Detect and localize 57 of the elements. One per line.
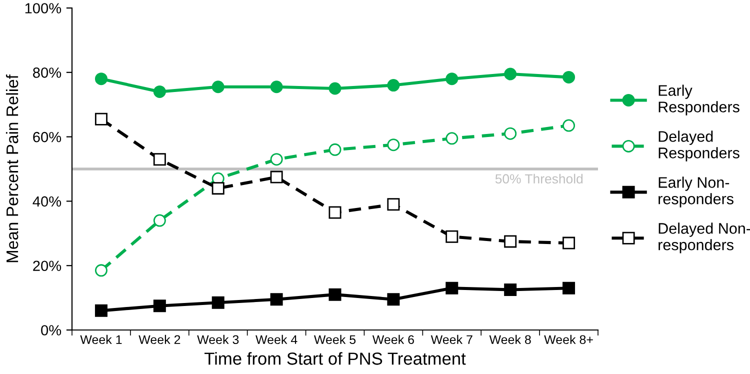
point	[94, 72, 108, 86]
point	[328, 206, 342, 219]
y-tick-label: 60%	[33, 132, 62, 142]
point	[328, 143, 342, 156]
point	[562, 119, 576, 132]
x-tick-label: Week 6	[372, 334, 414, 344]
point	[504, 235, 517, 248]
point	[562, 282, 576, 294]
y-tick-label: 40%	[32, 196, 62, 207]
y-tick-label: 0%	[41, 325, 62, 336]
point	[270, 153, 283, 166]
x-tick-label: Week 2	[138, 334, 180, 344]
point	[387, 138, 400, 152]
point	[504, 68, 517, 80]
point	[270, 170, 283, 184]
x-axis-title: Time from Start of PNS Treatment	[204, 352, 466, 365]
point	[446, 132, 458, 145]
point	[387, 198, 400, 211]
x-tick-label: Week 8	[489, 334, 531, 344]
point	[153, 300, 166, 312]
point	[504, 284, 517, 296]
point	[153, 85, 166, 98]
point	[270, 293, 283, 306]
point	[562, 236, 576, 250]
y-tick-label: 100%	[25, 3, 62, 14]
x-tick-label: Week 5	[314, 334, 356, 344]
point	[562, 70, 576, 84]
ref-line-label: 50% Threshold	[495, 174, 583, 184]
legend-label: Early Responders	[658, 84, 740, 116]
point	[387, 79, 400, 92]
point	[153, 153, 166, 166]
x-tick-label: Week 7	[430, 334, 472, 344]
y-axis-title: Mean Percent Pain Relief	[6, 74, 18, 262]
point	[446, 282, 458, 294]
legend-label: Early Non- responders	[658, 176, 734, 208]
point	[153, 214, 166, 227]
point	[94, 112, 108, 126]
point	[94, 264, 108, 277]
point	[212, 296, 224, 309]
x-tick-label: Week 3	[197, 334, 239, 344]
legend-label: Delayed Non- responders	[658, 222, 750, 254]
x-tick-label: Week 4	[256, 334, 298, 344]
y-tick-label: 20%	[33, 260, 62, 272]
x-tick-label: Week 8+	[544, 334, 593, 344]
point	[328, 82, 342, 95]
legend-label: Delayed Responders	[658, 130, 740, 162]
point	[446, 72, 458, 86]
point	[504, 127, 517, 140]
point	[212, 182, 224, 195]
y-tick-label: 80%	[33, 68, 62, 78]
point	[328, 288, 342, 301]
point	[212, 80, 224, 94]
point	[94, 304, 108, 317]
point	[446, 230, 458, 243]
x-tick-label: Week 1	[80, 334, 122, 344]
point	[387, 293, 400, 306]
point	[270, 80, 283, 94]
